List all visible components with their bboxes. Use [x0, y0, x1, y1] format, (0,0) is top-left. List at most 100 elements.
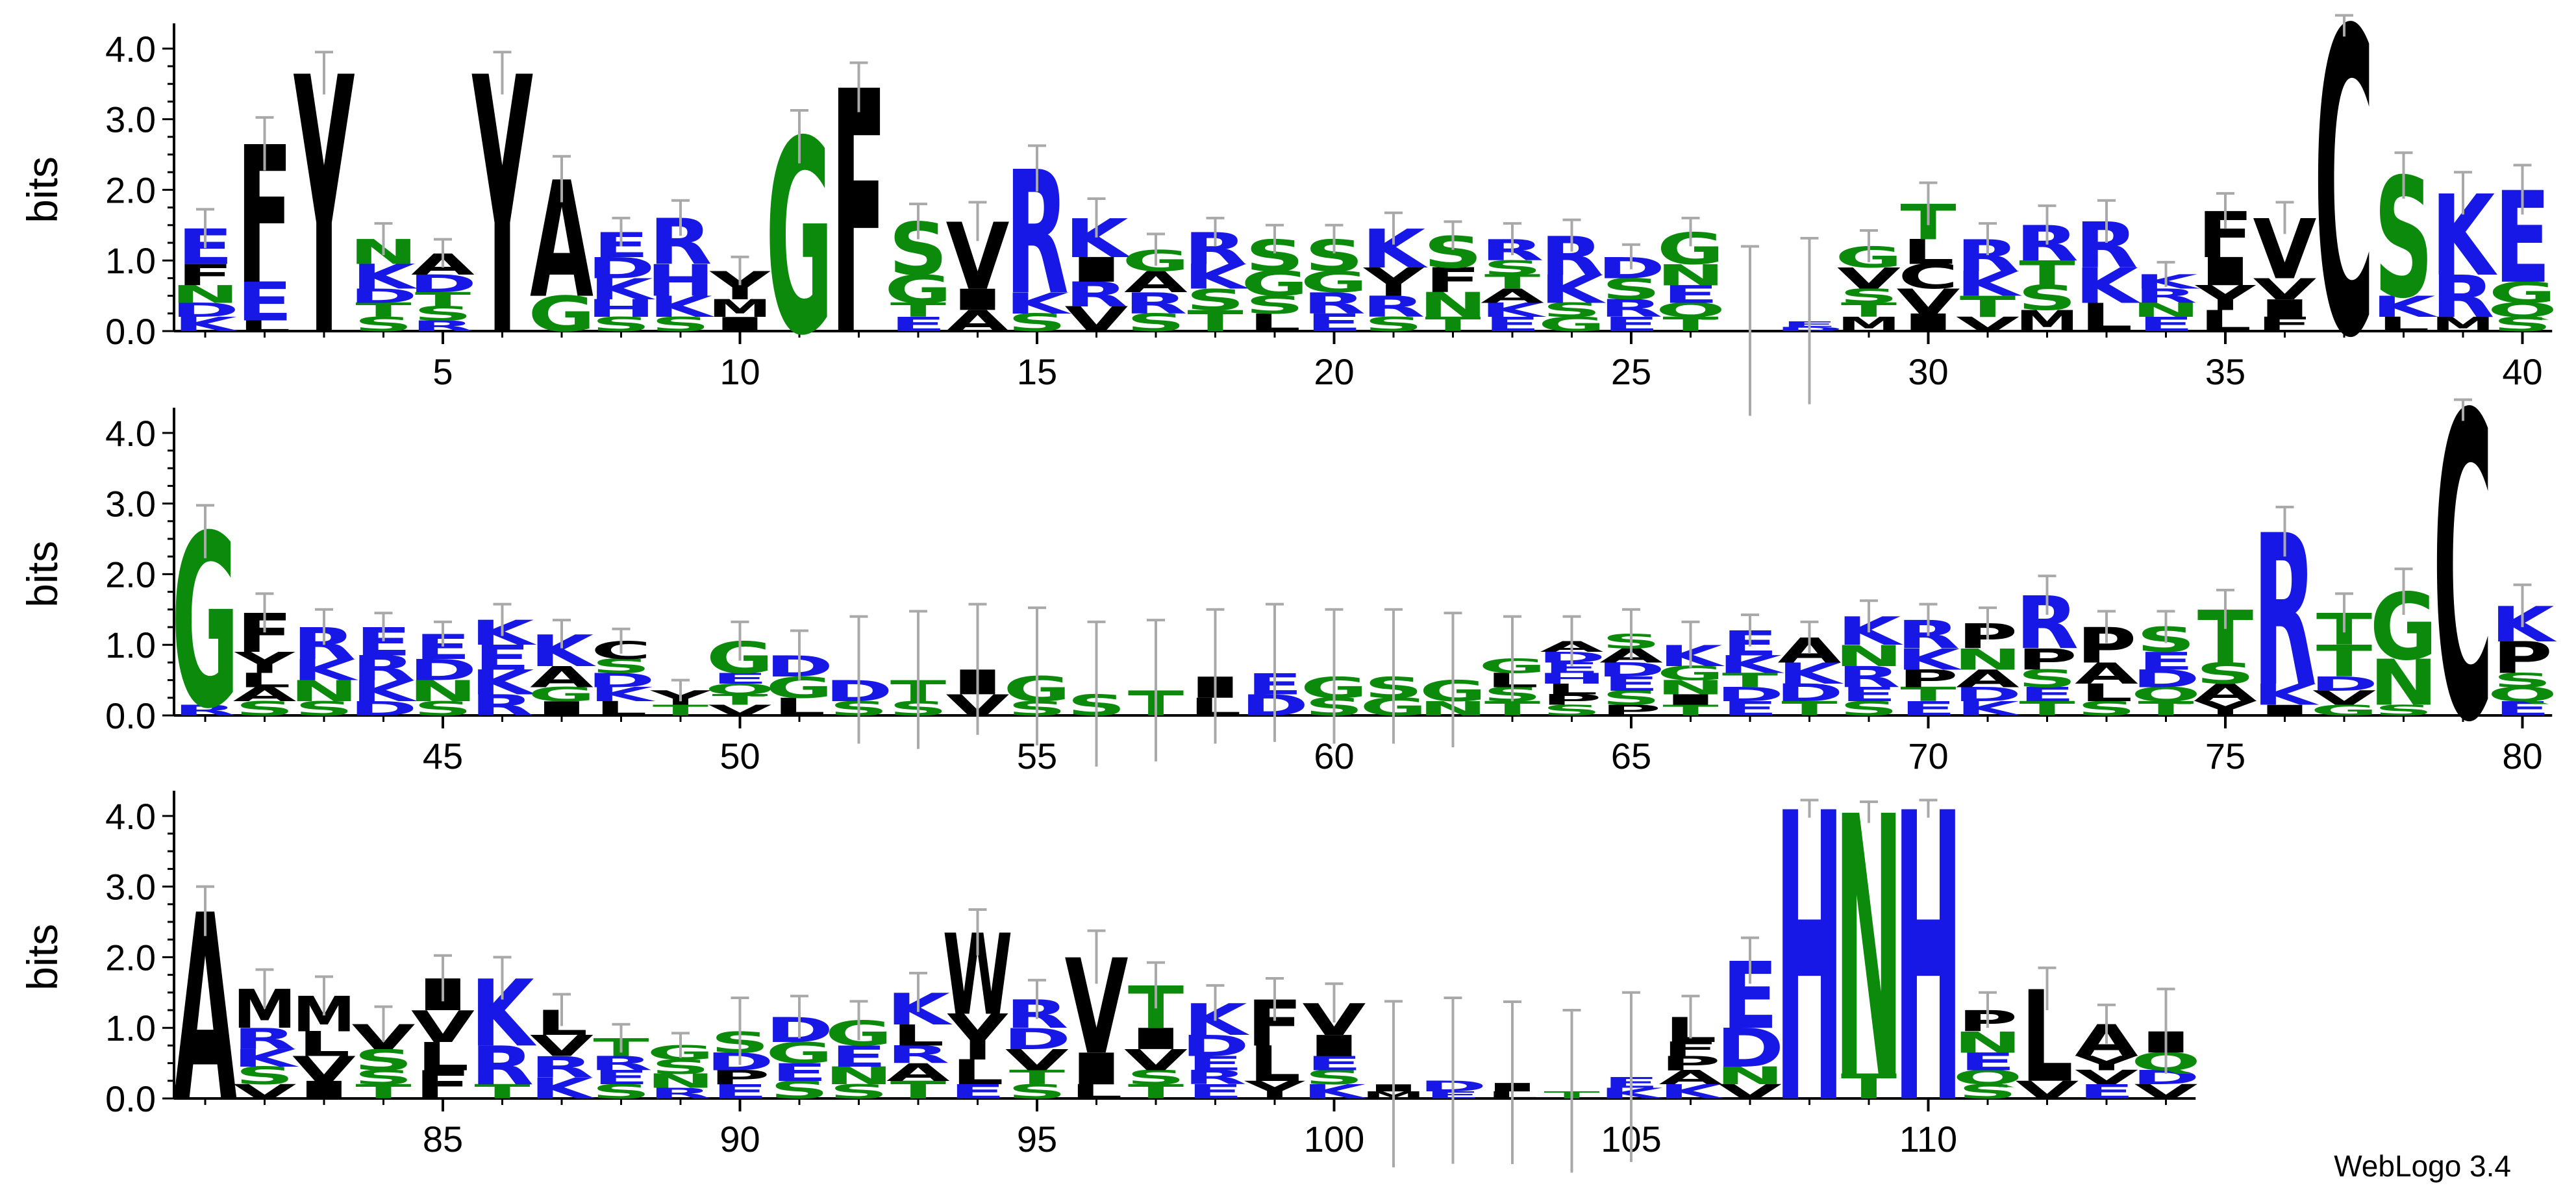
logo-letter: E	[2019, 684, 2075, 706]
logo-letter: R	[1837, 660, 1900, 694]
logo-column: TY	[650, 678, 712, 719]
logo-column: LKR	[2075, 199, 2141, 340]
logo-letter: L	[892, 1019, 945, 1052]
logo-letter: S	[2018, 665, 2077, 693]
logo-letter: C	[1898, 257, 1958, 297]
logo-column: LEF	[236, 106, 292, 334]
logo-letter: R	[590, 1052, 653, 1075]
logo-letter: L	[595, 697, 647, 720]
logo-letter: I	[705, 314, 775, 336]
logo-letter: N	[171, 280, 240, 309]
logo-letter: K	[292, 654, 359, 688]
x-tick-label: 75	[2205, 736, 2245, 776]
logo-letter: N	[290, 675, 358, 708]
logo-letter: R	[173, 702, 236, 719]
logo-letter: L	[417, 1035, 469, 1080]
logo-letter: K	[1837, 609, 1903, 654]
logo-letter: L	[951, 1053, 1004, 1093]
logo-letter: E	[949, 1080, 1005, 1103]
logo-letter: D	[349, 285, 418, 308]
y-tick-label: 2.0	[105, 169, 156, 210]
logo-letter: A	[1124, 266, 1188, 299]
logo-letter: S	[769, 1076, 829, 1104]
y-tick-label: 0.0	[105, 311, 156, 352]
y-tick-label: 4.0	[105, 413, 156, 454]
logo-column: T	[1128, 619, 1184, 762]
logo-letter: E	[2138, 647, 2194, 676]
logo-letter: E	[1187, 1052, 1243, 1075]
logo-letter: S	[1958, 1080, 2017, 1103]
logo-column: ST	[888, 610, 948, 749]
logo-letter: L	[1902, 232, 1955, 272]
logo-letter: R	[411, 318, 474, 335]
logo-letter: T	[1128, 1080, 1184, 1103]
logo-letter: D	[1954, 684, 2022, 706]
logo-letter: F	[415, 1063, 471, 1108]
logo-letter: S	[2493, 313, 2552, 336]
x-tick-label: 110	[1899, 1119, 1957, 1159]
y-tick-label: 1.0	[105, 1008, 156, 1048]
logo-letter: P	[1660, 1052, 1721, 1075]
logo-letter: T	[1662, 313, 1719, 336]
logo-letter: N	[408, 675, 477, 708]
logo-column: GS	[1360, 608, 1427, 744]
logo-letter: T	[1841, 299, 1897, 322]
logo-letter: Q	[2488, 684, 2558, 706]
x-tick-label: 80	[2502, 736, 2542, 776]
x-tick-label: 35	[2205, 351, 2245, 392]
x-tick-label: 85	[423, 1119, 463, 1159]
logo-letter: I	[527, 698, 597, 721]
y-tick-label: 4.0	[105, 29, 156, 69]
logo-letter: N	[2370, 646, 2438, 720]
logo-letter: S	[1305, 1067, 1364, 1089]
logo-letter: T	[1009, 1067, 1066, 1089]
logo-letter: V	[233, 1080, 297, 1103]
logo-letter: S	[829, 1080, 888, 1103]
logo-letter: Y	[1363, 260, 1425, 305]
logo-letter: E	[236, 271, 292, 333]
logo-letter: K	[2371, 290, 2438, 324]
logo-column: H	[1894, 731, 1963, 1190]
x-tick-label: 65	[1611, 736, 1651, 776]
logo-column: F	[831, 21, 886, 410]
logo-letter: L	[773, 693, 826, 721]
logo-letter: A	[530, 660, 594, 694]
logo-letter: S	[2077, 697, 2136, 720]
logo-letter: T	[2019, 697, 2075, 720]
logo-letter: S	[651, 1056, 710, 1078]
logo-letter: N	[1953, 1026, 2022, 1060]
logo-letter: K	[173, 313, 240, 336]
logo-column: KE	[1599, 991, 1666, 1162]
logo-letter: S	[354, 1067, 413, 1089]
logo-letter: E	[1603, 313, 1659, 336]
logo-letter: D	[1597, 659, 1666, 682]
x-tick-label: 5	[432, 351, 453, 392]
logo-letter: L	[238, 318, 291, 335]
logo-letter: R	[530, 1050, 593, 1084]
logo-letter: R	[1599, 294, 1662, 323]
logo-letter: S	[2018, 279, 2077, 318]
